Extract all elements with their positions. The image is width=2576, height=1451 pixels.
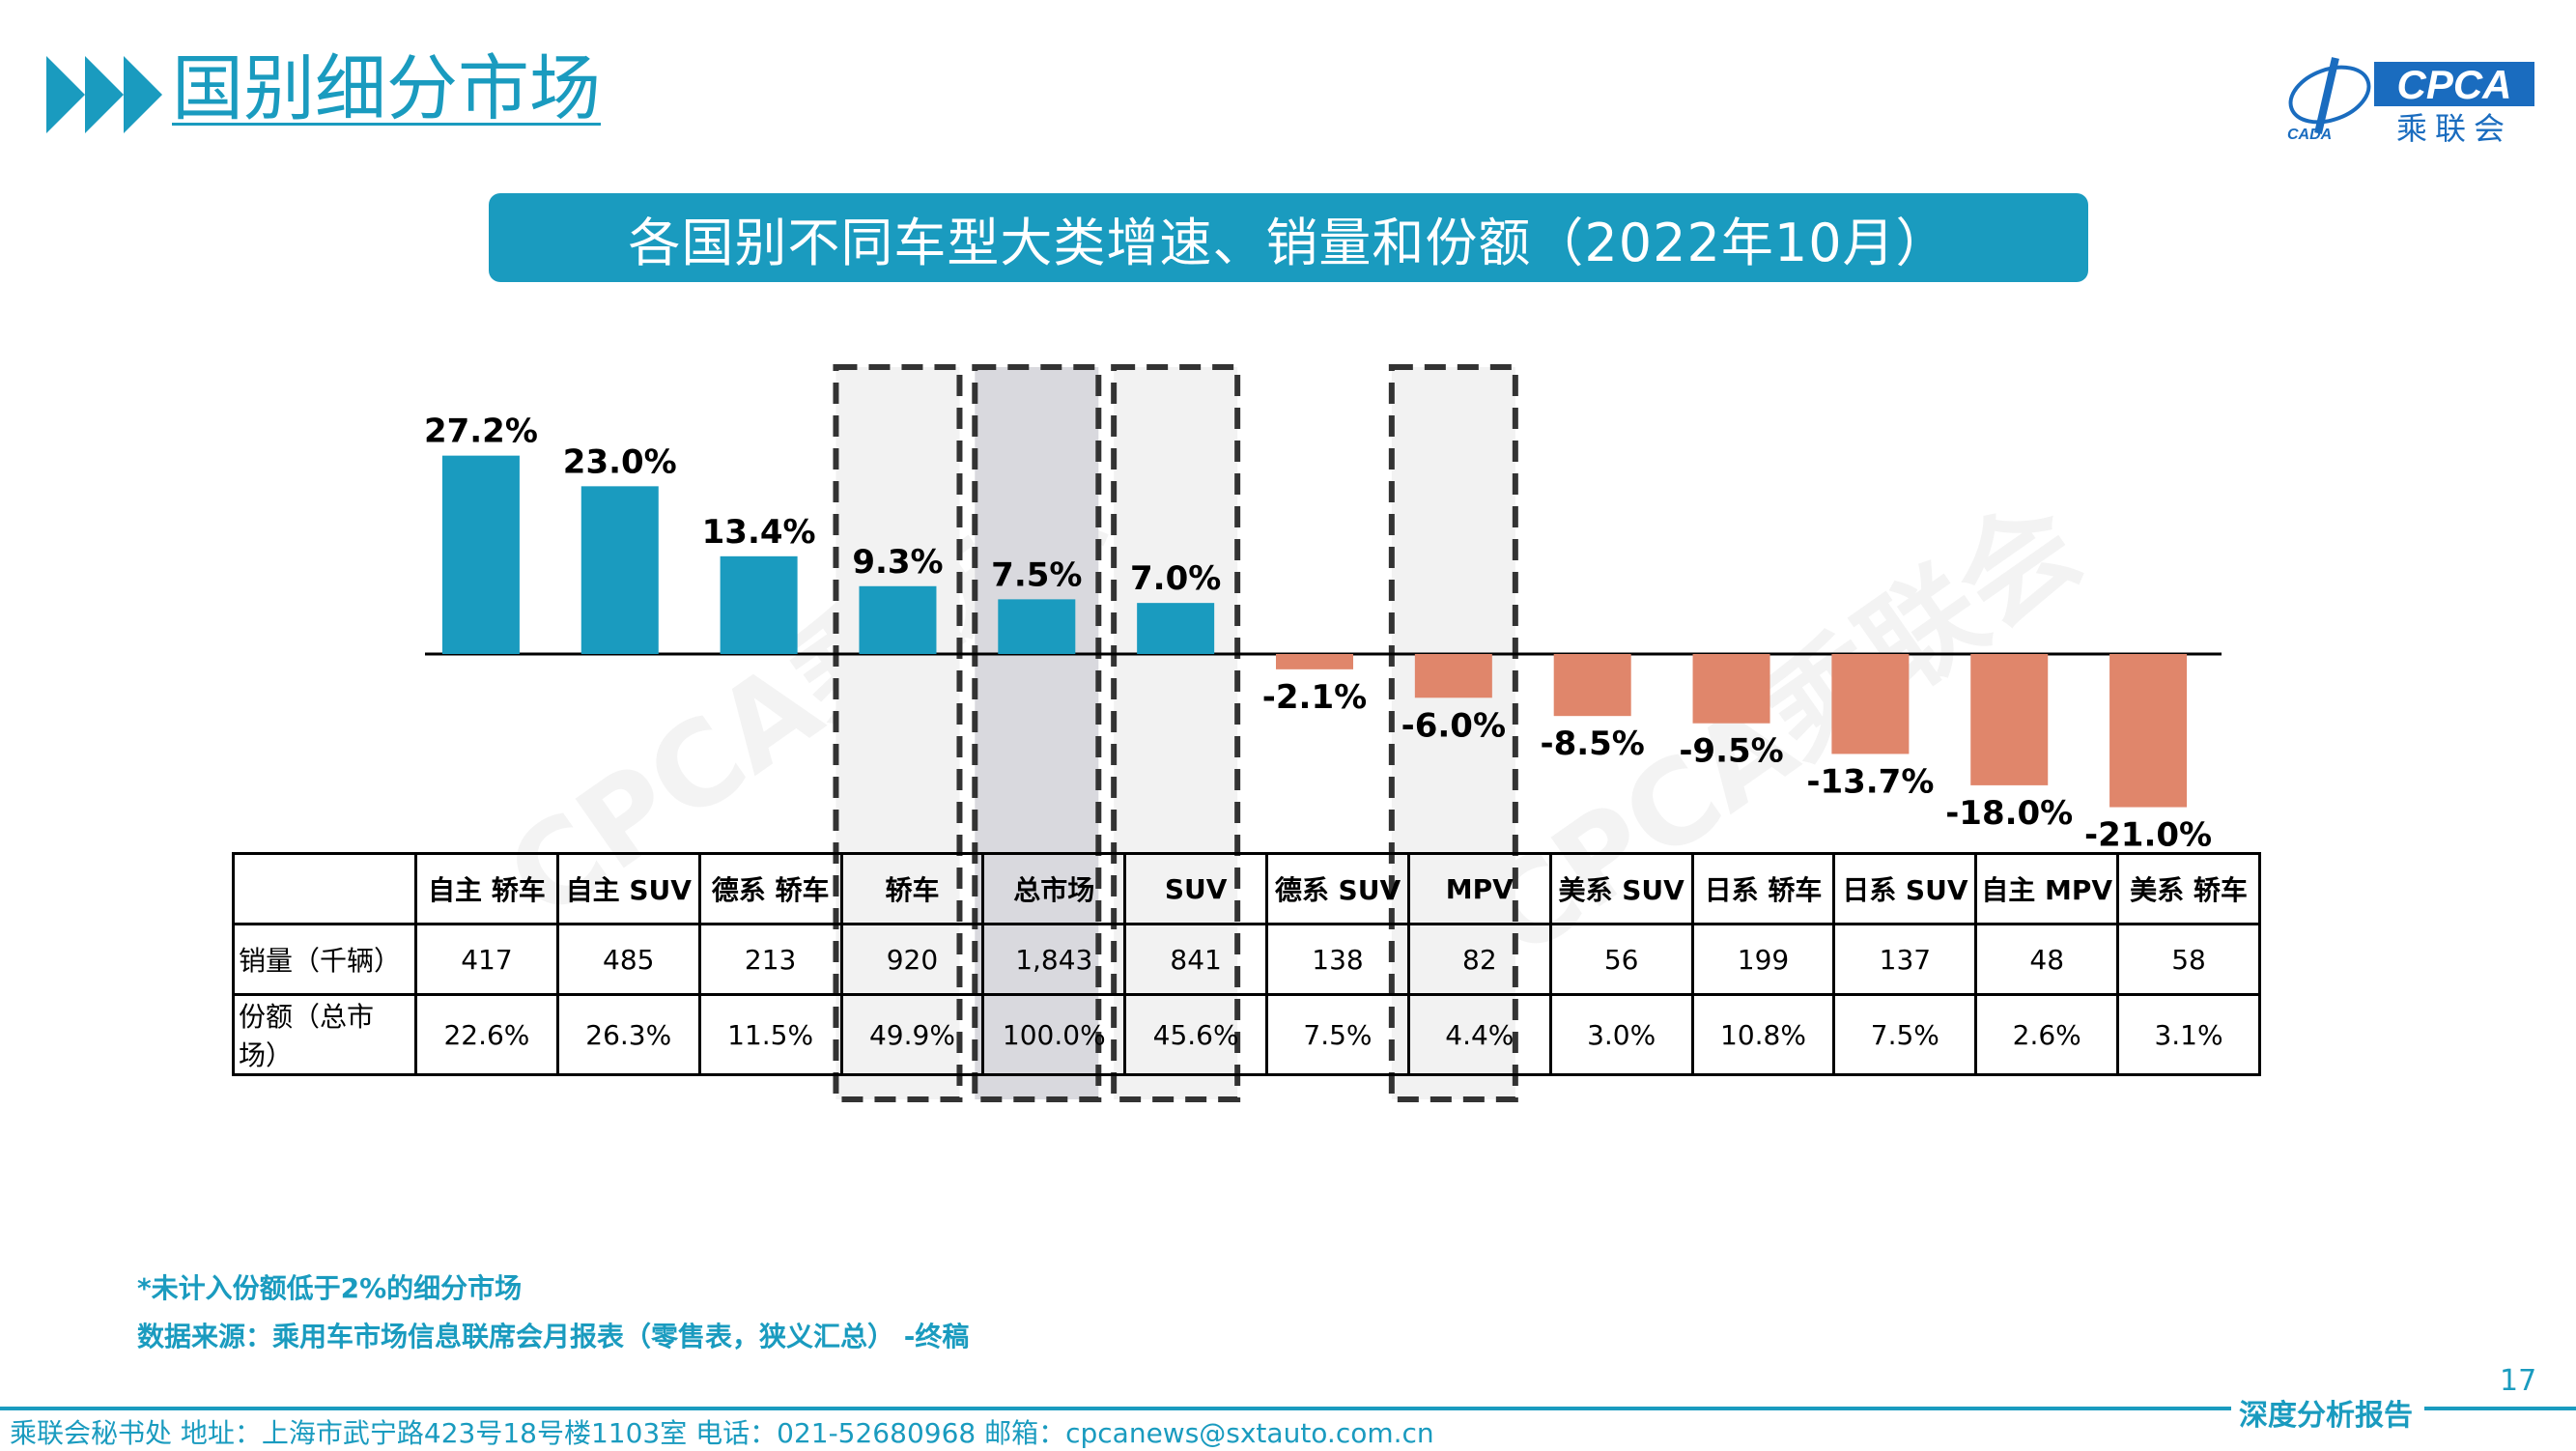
category-label: 德系 SUV: [1265, 852, 1410, 925]
data-label: 9.3%: [852, 543, 943, 582]
bar: [720, 555, 798, 654]
sales-cell: 138: [1265, 923, 1410, 996]
data-label: -8.5%: [1540, 725, 1644, 763]
report-tag: 深度分析报告: [2239, 1399, 2413, 1433]
logo-small-text: CADA: [2287, 127, 2332, 143]
category-label: MPV: [1406, 852, 1552, 925]
share-cell: 45.6%: [1123, 993, 1269, 1076]
footnote-source: 数据来源：乘用车市场信息联席会月报表（零售表，狭义汇总） -终稿: [137, 1321, 970, 1352]
share-cell: 3.1%: [2116, 993, 2261, 1076]
data-label: -6.0%: [1401, 706, 1506, 745]
footer-contact: 乘联会秘书处 地址：上海市武宁路423号18号楼1103室 电话：021-526…: [10, 1417, 1434, 1449]
share-cell: 2.6%: [1974, 993, 2120, 1076]
bar: [998, 599, 1076, 654]
share-cell: 26.3%: [555, 993, 701, 1076]
row-label-sales: 销量（千辆）: [232, 923, 417, 996]
data-label: 27.2%: [424, 413, 538, 451]
sales-cell: 485: [555, 923, 701, 996]
data-label: 7.0%: [1130, 559, 1221, 598]
data-label: -2.1%: [1262, 678, 1367, 717]
share-cell: 49.9%: [839, 993, 985, 1076]
category-label: 日系 轿车: [1690, 852, 1836, 925]
title-chevron-icon: [85, 56, 124, 133]
share-cell: 4.4%: [1406, 993, 1552, 1076]
sales-cell: 82: [1406, 923, 1552, 996]
share-cell: 11.5%: [697, 993, 843, 1076]
category-label: SUV: [1123, 852, 1269, 925]
share-cell: 100.0%: [981, 993, 1127, 1076]
bar: [2109, 654, 2188, 808]
bar: [1970, 654, 2049, 785]
data-table: 自主 轿车 自主 SUV 德系 轿车 轿车 总市场 SUV 德系 SUV MPV 美系 SUV 日…: [232, 852, 2261, 1076]
share-cell: 7.5%: [1265, 993, 1410, 1076]
sales-cell: 213: [697, 923, 843, 996]
logo-subtitle: 乘联会: [2396, 110, 2512, 145]
bar: [1276, 654, 1353, 669]
category-label: 自主 轿车: [414, 852, 559, 925]
sales-cell: 48: [1974, 923, 2120, 996]
category-label: 自主 SUV: [555, 852, 701, 925]
footer-divider: [2424, 1407, 2576, 1410]
sales-cell: 199: [1690, 923, 1836, 996]
bar: [1414, 654, 1492, 698]
sales-cell: 137: [1832, 923, 1978, 996]
sales-cell: 417: [414, 923, 559, 996]
data-label: 7.5%: [991, 555, 1082, 594]
category-label: 美系 轿车: [2116, 852, 2261, 925]
data-label: -21.0%: [2084, 816, 2212, 855]
data-label: 13.4%: [702, 513, 816, 552]
title-chevron-icon: [124, 56, 162, 133]
bar: [1553, 654, 1631, 717]
bar: [580, 486, 659, 654]
data-label: -13.7%: [1806, 762, 1934, 801]
sales-cell: 1,843: [981, 923, 1127, 996]
sales-cell: 58: [2116, 923, 2261, 996]
share-cell: 22.6%: [414, 993, 559, 1076]
sales-cell: 56: [1548, 923, 1694, 996]
data-label: -9.5%: [1679, 732, 1783, 771]
page-number: 17: [2500, 1364, 2537, 1398]
bar: [1137, 603, 1215, 654]
table-header-row: 自主 轿车 自主 SUV 德系 轿车 轿车 总市场 SUV 德系 SUV MPV 美系 SUV 日…: [232, 852, 2261, 925]
footer-divider: [0, 1407, 2231, 1410]
category-label: 美系 SUV: [1548, 852, 1694, 925]
share-cell: 7.5%: [1832, 993, 1978, 1076]
category-label: 日系 SUV: [1832, 852, 1978, 925]
table-row: 销量（千辆） 417 485 213 920 1,843 841 138 82 56 199 137…: [232, 923, 2261, 996]
bar: [441, 455, 520, 654]
sales-cell: 920: [839, 923, 985, 996]
title-chevron-icon: [46, 56, 85, 133]
row-label-share: 份额（总市场）: [232, 993, 417, 1076]
share-cell: 10.8%: [1690, 993, 1836, 1076]
cpca-logo: CPCA 乘联会 CADA: [2287, 57, 2534, 145]
bar: [1692, 654, 1770, 724]
logo-text: CPCA: [2396, 62, 2511, 107]
share-cell: 3.0%: [1548, 993, 1694, 1076]
category-label: 德系 轿车: [697, 852, 843, 925]
page-title: 国别细分市场: [172, 47, 601, 130]
chart-banner: 各国别不同车型大类增速、销量和份额（2022年10月）: [489, 193, 2088, 282]
data-label: -18.0%: [1945, 794, 2073, 833]
table-row: 份额（总市场） 22.6% 26.3% 11.5% 49.9% 100.0% 45.6% 7…: [232, 993, 2261, 1076]
footnote-exclusion: *未计入份额低于2%的细分市场: [137, 1272, 523, 1304]
bar: [1831, 654, 1910, 754]
table-corner-cell: [232, 852, 417, 925]
category-label: 轿车: [839, 852, 985, 925]
sales-cell: 841: [1123, 923, 1269, 996]
category-label: 自主 MPV: [1974, 852, 2120, 925]
category-label: 总市场: [981, 852, 1127, 925]
data-label: 23.0%: [563, 442, 677, 481]
bar: [859, 585, 937, 654]
